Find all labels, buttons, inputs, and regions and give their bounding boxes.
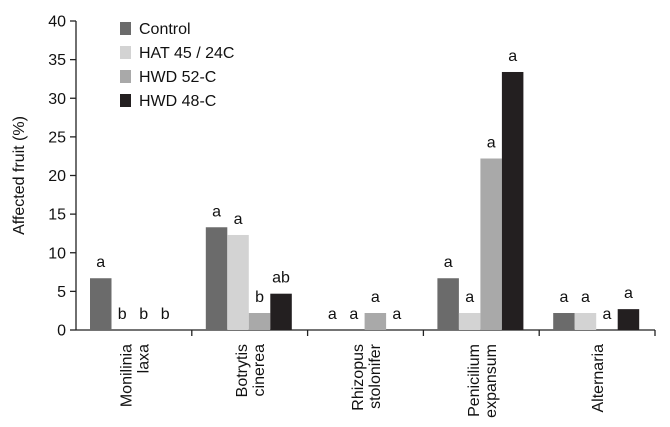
legend-swatch bbox=[120, 70, 131, 83]
legend-swatch bbox=[120, 94, 131, 107]
category-label: cinerea bbox=[251, 344, 268, 397]
bar-hwd-52-c bbox=[248, 313, 271, 330]
significance-label: b bbox=[118, 306, 127, 323]
bar-control bbox=[205, 227, 228, 330]
bar-hat-45-24c bbox=[227, 234, 249, 330]
y-tick-label: 25 bbox=[48, 129, 66, 146]
bar-hat-45-24c bbox=[574, 313, 597, 330]
bar-hwd-52-c bbox=[480, 158, 502, 330]
y-axis-title: Affected fruit (%) bbox=[11, 116, 28, 235]
axes bbox=[75, 21, 655, 331]
bar-hwd-48-c bbox=[270, 293, 292, 330]
significance-label: b bbox=[139, 306, 148, 323]
category-label: Botrytis bbox=[234, 344, 251, 397]
significance-label: a bbox=[212, 203, 221, 220]
y-tick-label: 15 bbox=[48, 207, 66, 224]
y-tick-label: 20 bbox=[48, 168, 66, 185]
legend: Control HAT 45 / 24C HWD 52-C HWD 48-C bbox=[120, 21, 234, 110]
significance-label: a bbox=[444, 254, 453, 271]
legend-label: HWD 52-C bbox=[139, 69, 216, 86]
bar-control bbox=[553, 313, 575, 330]
significance-label: a bbox=[602, 306, 611, 323]
category-label: Monilinia bbox=[118, 344, 135, 407]
significance-label: b bbox=[161, 306, 170, 323]
significance-label: a bbox=[508, 48, 517, 65]
significance-label: a bbox=[349, 306, 358, 323]
y-tick-label: 5 bbox=[57, 284, 66, 301]
significance-label: a bbox=[392, 306, 401, 323]
significance-label: b bbox=[255, 289, 264, 306]
bar-hwd-52-c bbox=[364, 313, 387, 330]
significance-label: a bbox=[581, 289, 590, 306]
category-label: Penicilium bbox=[466, 344, 483, 417]
category-label: Alternaria bbox=[590, 344, 607, 413]
legend-swatch bbox=[120, 22, 131, 35]
y-tick-label: 10 bbox=[48, 245, 66, 262]
bar-hwd-48-c bbox=[501, 71, 524, 331]
y-tick-label: 30 bbox=[48, 91, 66, 108]
y-tick-label: 0 bbox=[57, 323, 66, 340]
legend-label: Control bbox=[139, 21, 191, 38]
y-tick-label: 40 bbox=[48, 14, 66, 31]
significance-label: a bbox=[371, 289, 380, 306]
legend-swatch bbox=[120, 46, 131, 59]
significance-label: a bbox=[328, 306, 337, 323]
category-label: expansum bbox=[483, 344, 500, 418]
category-label: Rhizopus bbox=[350, 344, 367, 411]
category-labels: Monilinia laxa Botrytis cinerea Rhizopus stol… bbox=[118, 343, 607, 418]
legend-label: HWD 48-C bbox=[139, 93, 216, 110]
significance-label: a bbox=[624, 285, 633, 302]
bar-control bbox=[437, 278, 459, 330]
category-label: laxa bbox=[135, 344, 152, 373]
significance-label: a bbox=[465, 289, 474, 306]
y-tick-label: 35 bbox=[48, 52, 66, 69]
significance-label: a bbox=[234, 211, 243, 228]
category-label: stolonifer bbox=[367, 343, 384, 409]
bars bbox=[90, 71, 640, 331]
significance-label: a bbox=[96, 254, 105, 271]
bar-control bbox=[90, 278, 112, 330]
bar-hat-45-24c bbox=[458, 313, 481, 330]
significance-label: a bbox=[559, 289, 568, 306]
bar-hwd-48-c bbox=[617, 309, 640, 330]
significance-label: ab bbox=[272, 270, 290, 287]
significance-label: a bbox=[487, 135, 496, 152]
legend-label: HAT 45 / 24C bbox=[139, 45, 234, 62]
y-axis-ticks: 0 5 10 15 20 25 30 35 40 bbox=[48, 14, 656, 340]
